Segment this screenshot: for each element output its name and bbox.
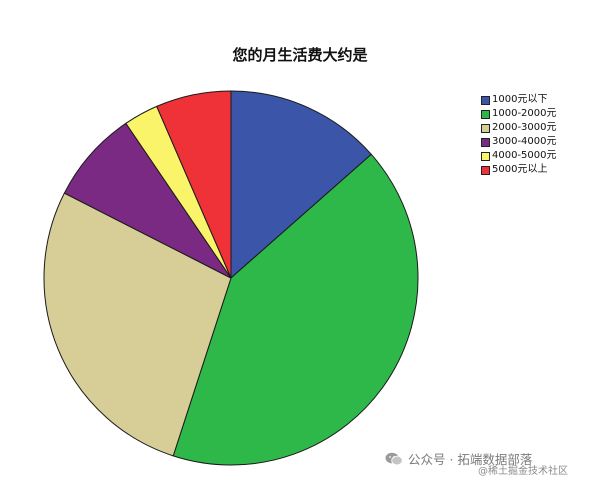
watermark-text: 公众号 · 拓端数据部落 bbox=[408, 452, 533, 467]
pie-slice-4 bbox=[63, 122, 232, 279]
legend-label: 3000-4000元 bbox=[492, 136, 557, 147]
watermark-subtext: @稀土掘金技术社区 bbox=[478, 466, 568, 477]
legend-label: 5000元以上 bbox=[492, 164, 548, 175]
legend-label: 2000-3000元 bbox=[492, 122, 557, 133]
legend-swatch bbox=[481, 109, 490, 119]
pie-slices bbox=[43, 90, 419, 466]
chart-title: 您的月生活费大约是 bbox=[232, 46, 368, 64]
legend-swatch bbox=[481, 123, 490, 133]
legend-swatch bbox=[481, 151, 490, 161]
legend-item-6: 5000元以上 bbox=[481, 163, 557, 177]
legend-swatch bbox=[481, 137, 490, 147]
wechat-icon bbox=[385, 452, 403, 466]
pie-slice-1 bbox=[230, 90, 372, 280]
pie-slice-6 bbox=[156, 90, 232, 279]
legend-label: 1000-2000元 bbox=[492, 108, 557, 119]
pie-slice-2 bbox=[172, 153, 419, 466]
legend-label: 4000-5000元 bbox=[492, 150, 557, 161]
legend: 1000元以下 1000-2000元 2000-3000元 3000-4000元 400… bbox=[481, 93, 557, 177]
legend-item-2: 1000-2000元 bbox=[481, 107, 557, 121]
legend-item-4: 3000-4000元 bbox=[481, 135, 557, 149]
legend-item-3: 2000-3000元 bbox=[481, 121, 557, 135]
legend-item-1: 1000元以下 bbox=[481, 93, 557, 107]
legend-item-5: 4000-5000元 bbox=[481, 149, 557, 163]
legend-label: 1000元以下 bbox=[492, 94, 548, 105]
watermark: 公众号 · 拓端数据部落 bbox=[385, 449, 532, 468]
legend-swatch bbox=[481, 165, 490, 175]
pie-slice-3 bbox=[43, 192, 232, 457]
legend-swatch bbox=[481, 95, 490, 105]
